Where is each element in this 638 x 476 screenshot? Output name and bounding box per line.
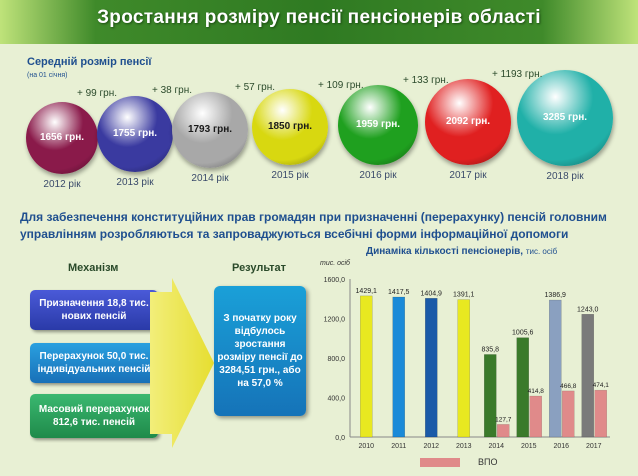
bar <box>457 299 470 438</box>
mechanism-item: Перерахунок 50,0 тис. індивідуальних пен… <box>30 343 158 383</box>
bar <box>360 295 373 438</box>
vpo-value-label: 466,8 <box>560 383 577 390</box>
bar <box>392 296 405 438</box>
vpo-bar <box>529 395 542 438</box>
pension-value: 1755 грн. <box>112 128 158 139</box>
bar-value-label: 1386,9 <box>545 292 567 299</box>
x-tick-label: 2013 <box>456 443 472 450</box>
x-tick-label: 2016 <box>553 443 569 450</box>
pension-ball <box>425 79 511 165</box>
x-tick-label: 2012 <box>423 443 439 450</box>
bar-value-label: 1243,0 <box>577 306 599 313</box>
x-tick-label: 2014 <box>488 443 504 450</box>
arrow-shape <box>150 278 214 448</box>
bar-value-label: 1005,6 <box>512 330 534 337</box>
bar-value-label: 1404,9 <box>421 290 443 297</box>
pension-value: 1656 грн. <box>39 132 85 143</box>
pension-ball <box>26 102 98 174</box>
y-tick-label: 1200,0 <box>324 317 346 324</box>
pension-value: 3285 грн. <box>542 112 588 123</box>
bar <box>484 354 497 438</box>
pension-value: 1850 грн. <box>267 121 313 132</box>
pension-ball <box>338 85 418 165</box>
bar <box>425 298 438 438</box>
bar-value-label: 1417,5 <box>388 289 410 296</box>
page-title: Зростання розміру пенсії пенсіонерів обл… <box>97 7 541 28</box>
mechanism-item: Масовий перерахунок 812,6 тис. пенсій <box>30 394 158 438</box>
x-tick-label: 2010 <box>358 443 374 450</box>
mechanism-header: Механізм <box>68 262 119 274</box>
pension-increment: + 99 грн. <box>77 88 118 99</box>
bar <box>581 314 594 438</box>
bar-value-label: 1429,1 <box>356 288 378 295</box>
x-tick-label: 2015 <box>521 443 537 450</box>
vpo-value-label: 414,8 <box>528 388 545 395</box>
pension-increment: + 38 грн. <box>152 85 193 96</box>
pension-ball <box>172 92 248 168</box>
bar <box>516 337 529 438</box>
y-tick-label: 800,0 <box>327 356 345 363</box>
bar-value-label: 835,8 <box>481 346 499 353</box>
y-axis-unit: тис. осіб <box>320 260 350 267</box>
pension-year: 2016 рік <box>359 170 397 181</box>
bar-value-label: 1391,1 <box>453 292 475 299</box>
legend-swatch-vpo <box>420 458 460 467</box>
bar <box>549 299 562 438</box>
vpo-value-label: 127,7 <box>495 416 512 423</box>
pension-value: 2092 грн. <box>445 116 491 127</box>
pension-increment: + 57 грн. <box>235 82 276 93</box>
vpo-bar <box>497 424 510 438</box>
vpo-value-label: 474,1 <box>593 382 610 389</box>
result-box: З початку року відбулось зростання розмі… <box>214 286 306 416</box>
pension-year: 2015 рік <box>271 170 309 181</box>
pension-year: 2013 рік <box>116 177 154 188</box>
pension-year: 2017 рік <box>449 170 487 181</box>
pension-increment: + 109 грн. <box>318 80 364 91</box>
chart-title: Динаміка кількості пенсіонерів, тис. осі… <box>366 246 558 257</box>
pension-value: 1793 грн. <box>187 124 233 135</box>
y-tick-label: 1600,0 <box>324 277 346 284</box>
y-tick-label: 400,0 <box>327 396 345 403</box>
mechanism-item: Призначення 18,8 тис. нових пенсій <box>30 290 158 330</box>
vpo-bar <box>562 390 575 438</box>
legend-label-vpo: ВПО <box>478 457 498 467</box>
pension-ball <box>97 96 173 172</box>
y-tick-label: 0,0 <box>335 435 345 442</box>
section-subtitle: (на 01 січня) <box>27 72 68 79</box>
vpo-bar <box>594 389 607 438</box>
title-banner <box>0 0 638 44</box>
pension-value: 1959 грн. <box>355 119 401 130</box>
x-tick-label: 2011 <box>391 443 406 450</box>
pension-ball <box>252 89 328 165</box>
x-tick-label: 2017 <box>586 443 602 450</box>
pension-increment: + 133 грн. <box>403 75 449 86</box>
pension-year: 2012 рік <box>43 179 81 190</box>
pension-year: 2018 рік <box>546 171 584 182</box>
pension-increment: + 1193 грн. <box>492 69 543 80</box>
info-paragraph: Для забезпечення конституційних прав гро… <box>20 210 607 241</box>
pension-ball <box>517 70 613 166</box>
section-title: Середній розмір пенсії <box>27 56 152 68</box>
pension-year: 2014 рік <box>191 173 229 184</box>
result-header: Результат <box>232 262 287 274</box>
